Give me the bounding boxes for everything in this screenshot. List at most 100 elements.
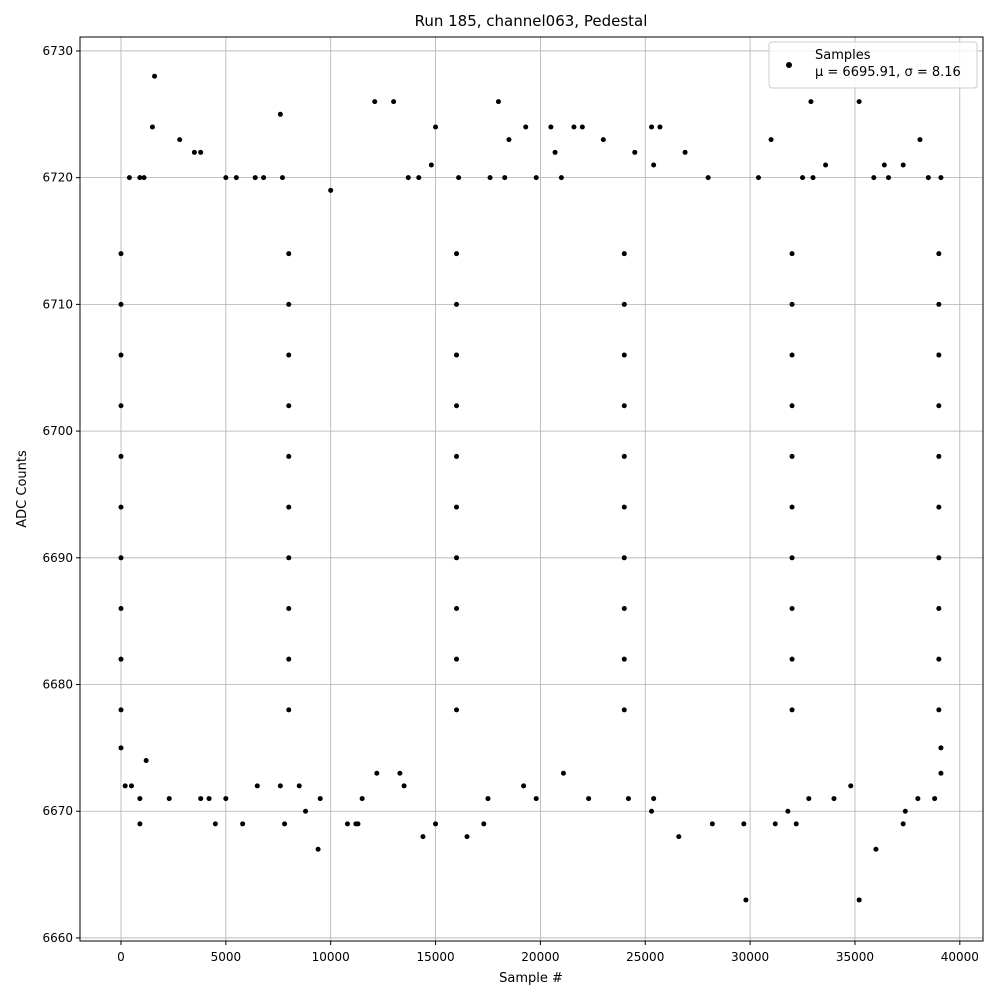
- point: [621, 656, 627, 662]
- point: [902, 808, 908, 814]
- point: [789, 504, 795, 510]
- point: [676, 834, 682, 840]
- point: [126, 175, 132, 181]
- point: [206, 796, 212, 802]
- point: [454, 352, 460, 358]
- point: [118, 605, 124, 611]
- point: [915, 796, 921, 802]
- point: [433, 821, 439, 827]
- ticks: 0 5000 10000 15000 20000 25000 30000 35000 40000…: [42, 44, 978, 964]
- point: [938, 770, 944, 776]
- point: [454, 301, 460, 307]
- point: [810, 175, 816, 181]
- point: [649, 124, 655, 130]
- point: [621, 555, 627, 561]
- point: [286, 403, 292, 409]
- point: [118, 656, 124, 662]
- point: [785, 808, 791, 814]
- legend: Samples μ = 6695.91, σ = 8.16: [768, 41, 978, 89]
- point: [709, 821, 715, 827]
- point: [936, 707, 942, 713]
- point: [873, 846, 879, 852]
- point: [464, 834, 470, 840]
- point: [808, 99, 814, 105]
- point: [286, 453, 292, 459]
- x-tick-label: 5000: [211, 950, 242, 964]
- point: [198, 796, 204, 802]
- point: [938, 745, 944, 751]
- point: [118, 707, 124, 713]
- y-tick-label: 6720: [42, 171, 73, 185]
- point: [789, 251, 795, 257]
- point: [372, 99, 378, 105]
- point: [831, 796, 837, 802]
- point: [141, 175, 147, 181]
- point: [454, 403, 460, 409]
- point: [152, 73, 158, 79]
- point: [886, 175, 892, 181]
- point: [800, 175, 806, 181]
- point: [344, 821, 350, 827]
- point: [240, 821, 246, 827]
- point: [433, 124, 439, 130]
- point: [936, 555, 942, 561]
- legend-box: [768, 41, 978, 89]
- point: [454, 555, 460, 561]
- point: [932, 796, 938, 802]
- point: [355, 821, 361, 827]
- point: [900, 821, 906, 827]
- point: [881, 162, 887, 168]
- point: [118, 301, 124, 307]
- y-tick-label: 6660: [42, 931, 73, 945]
- point: [856, 897, 862, 903]
- point: [223, 175, 229, 181]
- x-axis-label: Sample #: [499, 971, 563, 986]
- point: [137, 821, 143, 827]
- point: [789, 656, 795, 662]
- point: [286, 352, 292, 358]
- chart-title: Run 185, channel063, Pedestal: [415, 12, 648, 30]
- point: [789, 707, 795, 713]
- point: [454, 504, 460, 510]
- point: [621, 251, 627, 257]
- point: [560, 770, 566, 776]
- x-tick-label: 0: [117, 950, 125, 964]
- y-tick-label: 6730: [42, 44, 73, 58]
- point: [789, 555, 795, 561]
- point: [317, 796, 323, 802]
- point: [401, 783, 407, 789]
- points: [118, 73, 944, 903]
- point: [286, 504, 292, 510]
- point: [261, 175, 267, 181]
- point: [936, 656, 942, 662]
- point: [286, 605, 292, 611]
- point: [789, 453, 795, 459]
- point: [495, 99, 501, 105]
- point: [328, 187, 334, 193]
- x-tick-label: 30000: [731, 950, 769, 964]
- point: [198, 149, 204, 155]
- point: [212, 821, 218, 827]
- point: [621, 301, 627, 307]
- point: [137, 796, 143, 802]
- point: [621, 504, 627, 510]
- point: [303, 808, 309, 814]
- point: [579, 124, 585, 130]
- y-tick-label: 6670: [42, 804, 73, 818]
- point: [789, 403, 795, 409]
- point: [936, 504, 942, 510]
- point: [571, 124, 577, 130]
- point: [533, 175, 539, 181]
- point: [252, 175, 258, 181]
- x-tick-label: 25000: [626, 950, 664, 964]
- point: [533, 796, 539, 802]
- point: [621, 605, 627, 611]
- point: [118, 504, 124, 510]
- point: [936, 301, 942, 307]
- point: [651, 162, 657, 168]
- point: [359, 796, 365, 802]
- point: [548, 124, 554, 130]
